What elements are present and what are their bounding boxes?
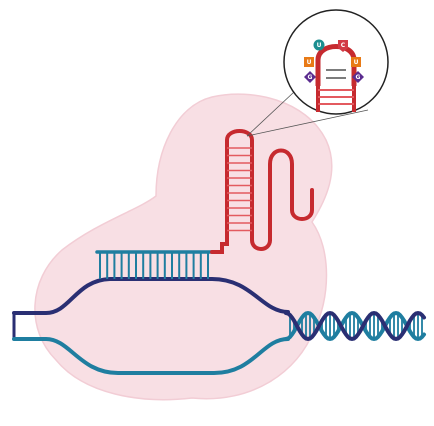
dna-helix bbox=[286, 313, 424, 339]
loop-nt-1-label: U bbox=[317, 42, 322, 49]
loop-nt-6-label: G bbox=[356, 74, 361, 81]
loop-nt-3: U bbox=[304, 57, 314, 67]
loop-nt-4: U bbox=[351, 57, 361, 67]
protein-blob bbox=[35, 94, 332, 399]
loop-nt-1: U bbox=[314, 40, 325, 51]
loop-nt-3-label: U bbox=[307, 59, 312, 66]
loop-nt-2-label: C bbox=[341, 42, 346, 49]
loop-nt-4-label: U bbox=[354, 59, 359, 66]
magnified-loop-callout: U C U U G G bbox=[284, 10, 388, 114]
loop-nt-5-label: G bbox=[308, 74, 313, 81]
